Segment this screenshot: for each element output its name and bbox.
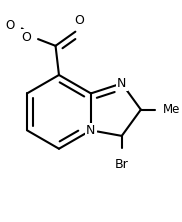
Text: Br: Br: [115, 158, 129, 171]
Text: Me: Me: [163, 103, 181, 116]
Text: O: O: [5, 19, 14, 32]
Text: N: N: [117, 77, 126, 90]
Text: O: O: [75, 14, 84, 27]
Text: N: N: [86, 124, 96, 137]
Text: O: O: [22, 31, 31, 44]
